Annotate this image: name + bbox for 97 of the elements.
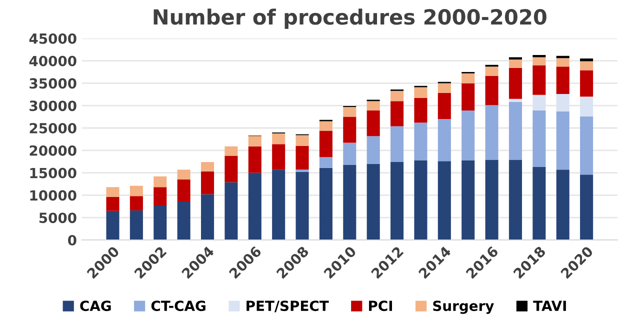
bar xyxy=(296,146,309,170)
bar xyxy=(414,122,428,160)
bar xyxy=(556,58,570,67)
bar xyxy=(130,196,143,210)
y-tick-label: 5000 xyxy=(39,212,76,224)
bar xyxy=(532,166,546,240)
legend-label: CAG xyxy=(80,300,111,312)
y-tick-label: 15000 xyxy=(30,168,76,178)
bar xyxy=(366,136,380,164)
legend-label: PET/SPECT xyxy=(246,300,329,312)
bar xyxy=(390,162,404,240)
bar xyxy=(366,101,380,111)
bar xyxy=(508,68,522,99)
bar xyxy=(366,164,380,240)
bar xyxy=(462,110,475,160)
bar xyxy=(390,90,404,102)
bar xyxy=(272,170,286,240)
bar xyxy=(438,161,451,240)
bar xyxy=(414,87,428,98)
y-tick-label: 10000 xyxy=(30,190,76,201)
bar xyxy=(438,93,451,120)
bar xyxy=(532,57,546,66)
bar xyxy=(414,98,428,123)
bar xyxy=(462,83,475,111)
bar xyxy=(508,160,522,240)
bar xyxy=(296,135,309,146)
y-tick-label: 30000 xyxy=(30,100,76,112)
bar xyxy=(508,59,522,68)
bar xyxy=(319,121,332,131)
bar xyxy=(343,106,356,117)
bar xyxy=(248,146,262,173)
bar xyxy=(177,180,190,202)
bar xyxy=(201,194,214,240)
bar xyxy=(343,142,356,165)
bar xyxy=(485,160,498,240)
y-tick-label: 45000 xyxy=(29,33,76,44)
bar xyxy=(319,130,332,158)
y-tick-label: 35000 xyxy=(30,78,76,89)
bar xyxy=(485,66,498,76)
bar xyxy=(438,119,451,162)
legend-label: PCI xyxy=(369,300,392,312)
bar xyxy=(319,168,332,240)
bar xyxy=(462,73,475,84)
bar xyxy=(177,170,190,180)
bar xyxy=(580,58,594,62)
bar xyxy=(366,110,380,136)
bar xyxy=(580,61,594,70)
legend-label: Surgery xyxy=(433,300,494,314)
bar xyxy=(296,172,309,240)
bar xyxy=(272,133,286,144)
bar xyxy=(414,160,428,240)
bar xyxy=(319,157,332,168)
bar xyxy=(580,96,594,116)
bar xyxy=(106,210,120,240)
bar xyxy=(130,186,143,196)
bar xyxy=(485,105,498,160)
bar xyxy=(248,172,262,240)
bar xyxy=(224,182,238,240)
y-tick-label: 20000 xyxy=(30,145,76,156)
bar xyxy=(556,111,570,170)
bar xyxy=(154,206,167,240)
bar xyxy=(154,176,167,188)
y-tick-label: 0 xyxy=(68,234,76,246)
bar xyxy=(201,171,214,194)
chart-title: Number of procedures 2000-2020 xyxy=(154,8,546,29)
bar xyxy=(556,66,570,94)
legend-label: TAVI xyxy=(533,300,566,311)
bar xyxy=(106,196,120,211)
bar xyxy=(580,116,594,175)
bar xyxy=(343,164,356,240)
bar xyxy=(154,187,167,206)
bar xyxy=(485,76,498,106)
y-tick-label: 25000 xyxy=(30,122,76,134)
bar xyxy=(248,136,262,146)
bar xyxy=(532,65,546,95)
bar xyxy=(556,170,570,240)
bar xyxy=(106,187,120,197)
bar xyxy=(224,146,238,156)
bar xyxy=(438,83,451,94)
bar xyxy=(224,156,238,182)
bar xyxy=(508,98,522,102)
y-tick-label: 40000 xyxy=(29,56,76,66)
bar xyxy=(508,102,522,160)
bar xyxy=(462,160,475,240)
bar xyxy=(343,116,356,143)
bar xyxy=(272,144,286,170)
legend-label: CT-CAG xyxy=(151,300,206,312)
bar xyxy=(532,94,546,111)
bar xyxy=(390,101,404,126)
bar xyxy=(580,70,594,97)
bar xyxy=(556,94,570,112)
bar xyxy=(532,110,546,167)
bar xyxy=(177,201,190,240)
bar xyxy=(201,162,214,172)
bar xyxy=(130,210,143,240)
bar xyxy=(580,174,594,240)
bar xyxy=(390,126,404,162)
